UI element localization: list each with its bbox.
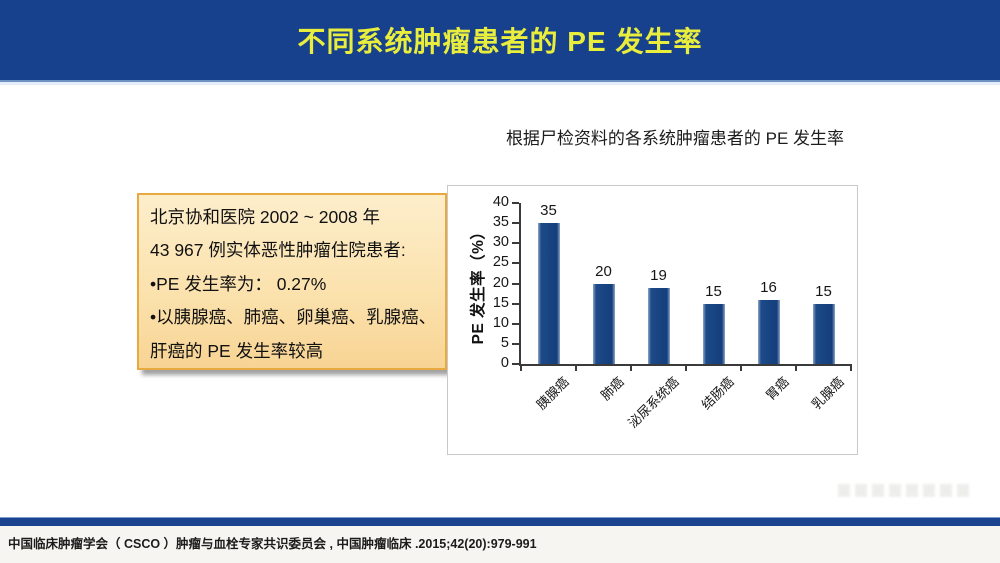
x-category-label: 肺癌	[597, 374, 627, 404]
x-axis-tick	[630, 364, 632, 371]
bar-value-label: 19	[650, 266, 667, 284]
plot-area: PE 发生率（%） 0 5 10 15 20 25 30 35 40 35 胰腺癌 20 肺癌 19 泌尿系…	[470, 194, 852, 431]
footer: 中国临床肿瘤学会（ CSCO ）肿瘤与血栓专家共识委员会 , 中国肿瘤临床 .2…	[0, 526, 1000, 563]
y-tick-label: 20	[492, 274, 509, 291]
bar-value-label: 20	[595, 262, 612, 280]
y-axis-tick	[512, 322, 519, 325]
info-line: 肝癌的 PE 发生率较高	[150, 340, 324, 361]
citation-text: 中国临床肿瘤学会（ CSCO ）肿瘤与血栓专家共识委员会 , 中国肿瘤临床 .2…	[8, 537, 537, 551]
y-tick-label: 35	[492, 214, 509, 231]
y-axis-tick	[512, 342, 519, 345]
bar-value-label: 15	[815, 282, 832, 300]
bar-结肠癌	[702, 303, 725, 364]
x-axis-tick	[795, 364, 797, 371]
bar-乳腺癌	[812, 303, 835, 364]
info-callout-box: 北京协和医院 2002 ~ 2008 年 43 967 例实体恶性肿瘤住院患者:…	[137, 193, 447, 370]
watermark	[838, 484, 970, 497]
y-axis-tick	[512, 242, 519, 245]
bottom-divider-bar	[0, 517, 1000, 526]
y-axis-tick	[512, 302, 519, 305]
y-tick-label: 5	[500, 334, 509, 351]
bar-chart-panel: PE 发生率（%） 0 5 10 15 20 25 30 35 40 35 胰腺癌 20 肺癌 19 泌尿系…	[447, 185, 858, 455]
x-category-label: 结肠癌	[698, 374, 737, 413]
x-category-label: 泌尿系统癌	[624, 374, 682, 431]
bar-胰腺癌	[537, 223, 560, 364]
y-tick-label: 15	[492, 294, 509, 311]
x-category-label: 胰腺癌	[533, 374, 572, 413]
y-axis-tick	[512, 363, 519, 365]
x-axis-tick	[850, 364, 852, 371]
x-axis-tick	[520, 364, 522, 371]
bar-肺癌	[592, 283, 615, 364]
bar-value-label: 15	[705, 282, 722, 300]
y-tick-label: 10	[492, 314, 509, 331]
page-title: 不同系统肿瘤患者的 PE 发生率	[297, 26, 703, 57]
y-axis-tick	[512, 222, 519, 225]
info-line: 43 967 例实体恶性肿瘤住院患者:	[150, 240, 406, 261]
y-tick-label: 0	[500, 355, 509, 371]
bar-泌尿系统癌	[647, 287, 670, 364]
info-line: •PE 发生率为： 0.27%	[150, 273, 327, 294]
x-axis-tick	[685, 364, 687, 371]
info-line: •以胰腺癌、肺癌、卵巢癌、乳腺癌、	[150, 307, 437, 328]
x-category-label: 乳腺癌	[808, 374, 847, 413]
title-banner: 不同系统肿瘤患者的 PE 发生率	[0, 0, 1000, 82]
info-line: 北京协和医院 2002 ~ 2008 年	[150, 207, 381, 227]
y-axis-tick	[512, 202, 519, 204]
y-axis-tick	[512, 282, 519, 285]
y-tick-label: 25	[492, 254, 509, 271]
bar-value-label: 16	[760, 278, 777, 296]
x-axis-tick	[740, 364, 742, 371]
y-tick-label: 30	[492, 234, 509, 251]
chart-title: 根据尸检资料的各系统肿瘤患者的 PE 发生率	[505, 129, 845, 148]
x-axis-tick	[575, 364, 577, 371]
bar-value-label: 35	[540, 202, 557, 220]
bar-胃癌	[757, 299, 780, 364]
y-tick-label: 40	[492, 194, 509, 210]
x-category-label: 胃癌	[762, 374, 792, 404]
y-axis-tick	[512, 262, 519, 265]
